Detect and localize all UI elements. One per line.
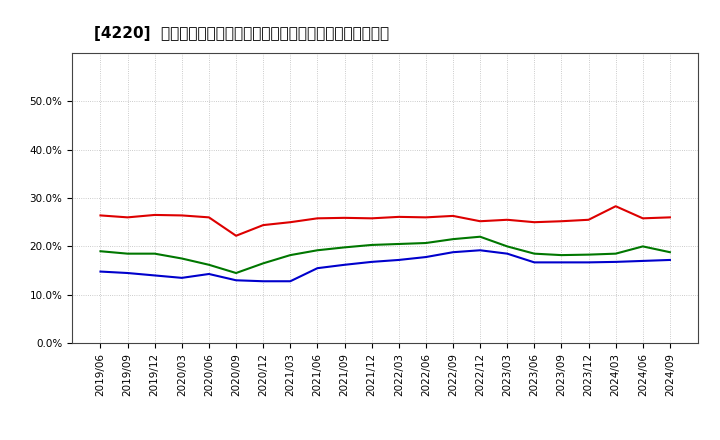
売上債権: [150, 213, 159, 218]
在庫: [286, 279, 294, 284]
売上債権: [123, 215, 132, 220]
在庫: [259, 279, 268, 284]
買入債務: [286, 253, 294, 258]
買入債務: [123, 251, 132, 256]
買入債務: [503, 244, 511, 249]
在庫: [96, 269, 105, 274]
売上債権: [286, 220, 294, 225]
在庫: [232, 278, 240, 283]
在庫: [395, 257, 403, 263]
売上債権: [584, 217, 593, 222]
買入債務: [150, 251, 159, 256]
在庫: [421, 254, 430, 260]
売上債権: [341, 215, 349, 220]
買入債務: [611, 251, 620, 256]
売上債権: [665, 215, 674, 220]
在庫: [204, 271, 213, 277]
売上債権: [557, 219, 566, 224]
売上債権: [367, 216, 376, 221]
売上債権: [503, 217, 511, 222]
買入債務: [313, 248, 322, 253]
在庫: [367, 259, 376, 264]
買入債務: [204, 262, 213, 268]
在庫: [449, 249, 457, 255]
買入債務: [421, 240, 430, 246]
買入債務: [178, 256, 186, 261]
買入債務: [232, 270, 240, 275]
在庫: [178, 275, 186, 281]
在庫: [123, 270, 132, 275]
買入債務: [476, 234, 485, 239]
売上債権: [476, 219, 485, 224]
在庫: [476, 248, 485, 253]
在庫: [584, 260, 593, 265]
売上債権: [611, 204, 620, 209]
Line: 在庫: 在庫: [101, 250, 670, 281]
在庫: [313, 266, 322, 271]
売上債権: [395, 214, 403, 220]
買入債務: [449, 237, 457, 242]
売上債権: [421, 215, 430, 220]
買入債務: [665, 249, 674, 255]
在庫: [639, 258, 647, 264]
買入債務: [96, 249, 105, 254]
Line: 買入債務: 買入債務: [101, 237, 670, 273]
売上債権: [639, 216, 647, 221]
在庫: [530, 260, 539, 265]
買入債務: [530, 251, 539, 256]
売上債権: [178, 213, 186, 218]
売上債権: [259, 223, 268, 228]
買入債務: [341, 245, 349, 250]
Text: [4220]  売上債権、在庫、買入債務の総資産に対する比率の推移: [4220] 売上債権、在庫、買入債務の総資産に対する比率の推移: [94, 26, 389, 41]
買入債務: [367, 242, 376, 248]
売上債権: [204, 215, 213, 220]
在庫: [611, 259, 620, 264]
買入債務: [395, 241, 403, 246]
在庫: [150, 273, 159, 278]
売上債権: [530, 220, 539, 225]
買入債務: [557, 253, 566, 258]
Line: 売上債権: 売上債権: [101, 206, 670, 236]
売上債権: [96, 213, 105, 218]
在庫: [665, 257, 674, 263]
買入債務: [584, 252, 593, 257]
売上債権: [313, 216, 322, 221]
買入債務: [259, 260, 268, 266]
売上債権: [449, 213, 457, 219]
売上債権: [232, 233, 240, 238]
買入債務: [639, 244, 647, 249]
在庫: [341, 262, 349, 268]
在庫: [557, 260, 566, 265]
在庫: [503, 251, 511, 256]
